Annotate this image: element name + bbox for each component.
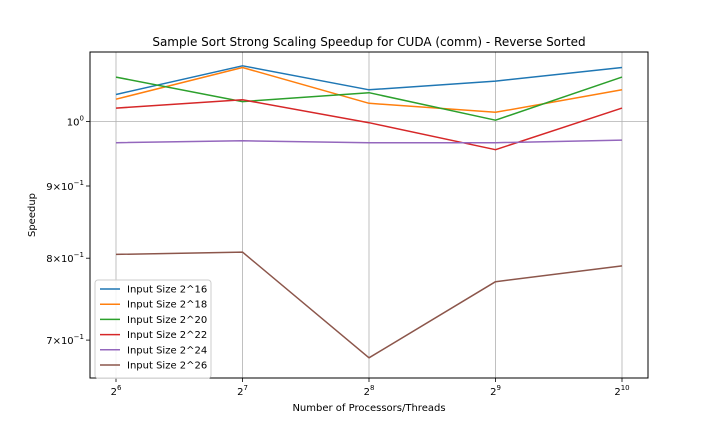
series-line-2 [115,66,623,114]
y-tick-label: 7×10−1 [46,333,84,347]
legend-label: Input Size 2^26 [127,361,207,372]
y-axis-label: Speedup [27,193,38,237]
legend-label: Input Size 2^24 [127,345,207,356]
series-line-6 [115,251,623,359]
x-tick-label: 210 [614,384,629,398]
x-tick-label: 27 [237,384,248,398]
y-axis-ticks: 100 9×10−1 8×10−1 7×10−1 [46,115,90,347]
y-tick-label: 8×10−1 [46,251,84,265]
legend-label: Input Size 2^22 [127,330,207,341]
y-tick-label: 100 [67,115,84,129]
x-tick-label: 28 [364,384,375,398]
legend-label: Input Size 2^18 [127,300,207,311]
series-layer [115,65,623,359]
x-axis-label: Number of Processors/Threads [292,403,445,414]
y-tick-label: 9×10−1 [46,179,84,193]
legend-label: Input Size 2^20 [127,315,207,326]
chart-title: Sample Sort Strong Scaling Speedup for C… [152,35,585,49]
series-line-5 [115,139,623,144]
series-line-1 [115,65,623,96]
grid [90,52,648,378]
legend-box [94,279,212,379]
x-tick-label: 26 [111,384,122,398]
legend: Input Size 2^16 Input Size 2^18 Input Size… [94,279,212,379]
legend-label: Input Size 2^16 [127,285,207,296]
x-tick-label: 29 [490,384,501,398]
x-axis-ticks: 26 27 28 29 210 [111,378,630,398]
series-line-4 [115,99,623,151]
series-line-3 [115,76,623,121]
